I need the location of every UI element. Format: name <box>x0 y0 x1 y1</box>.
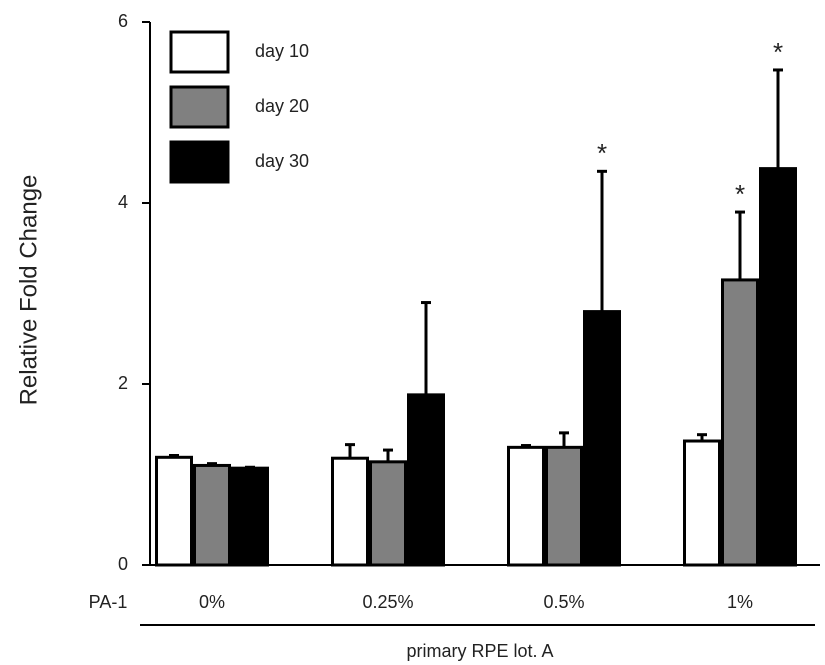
x-tick-label: 0.25% <box>362 592 413 612</box>
bar <box>155 455 193 567</box>
legend-swatch <box>169 140 230 184</box>
x-group-label: primary RPE lot. A <box>406 641 553 661</box>
legend-label: day 20 <box>255 96 309 116</box>
legend-swatch <box>169 30 230 74</box>
bar <box>683 439 721 567</box>
y-axis-title: Relative Fold Change <box>15 175 42 406</box>
bar <box>407 393 445 567</box>
legend-label: day 30 <box>255 151 309 171</box>
significance-marker: * <box>735 179 745 209</box>
bar <box>507 445 545 567</box>
x-tick-label: 1% <box>727 592 753 612</box>
legend-swatch <box>169 85 230 129</box>
bar <box>231 466 269 567</box>
significance-marker: * <box>773 37 783 67</box>
bar <box>193 463 231 567</box>
y-tick-label: 6 <box>118 11 128 31</box>
bar <box>759 167 797 567</box>
x-prefix: PA-1 <box>89 592 128 612</box>
x-tick-label: 0.5% <box>543 592 584 612</box>
significance-marker: * <box>597 138 607 168</box>
bar <box>331 456 369 567</box>
legend-label: day 10 <box>255 41 309 61</box>
bar <box>721 278 759 567</box>
y-tick-label: 4 <box>118 192 128 212</box>
bar <box>583 310 621 567</box>
y-tick-label: 0 <box>118 554 128 574</box>
y-tick-label: 2 <box>118 373 128 393</box>
bar <box>545 445 583 567</box>
bar <box>369 460 407 567</box>
x-tick-label: 0% <box>199 592 225 612</box>
